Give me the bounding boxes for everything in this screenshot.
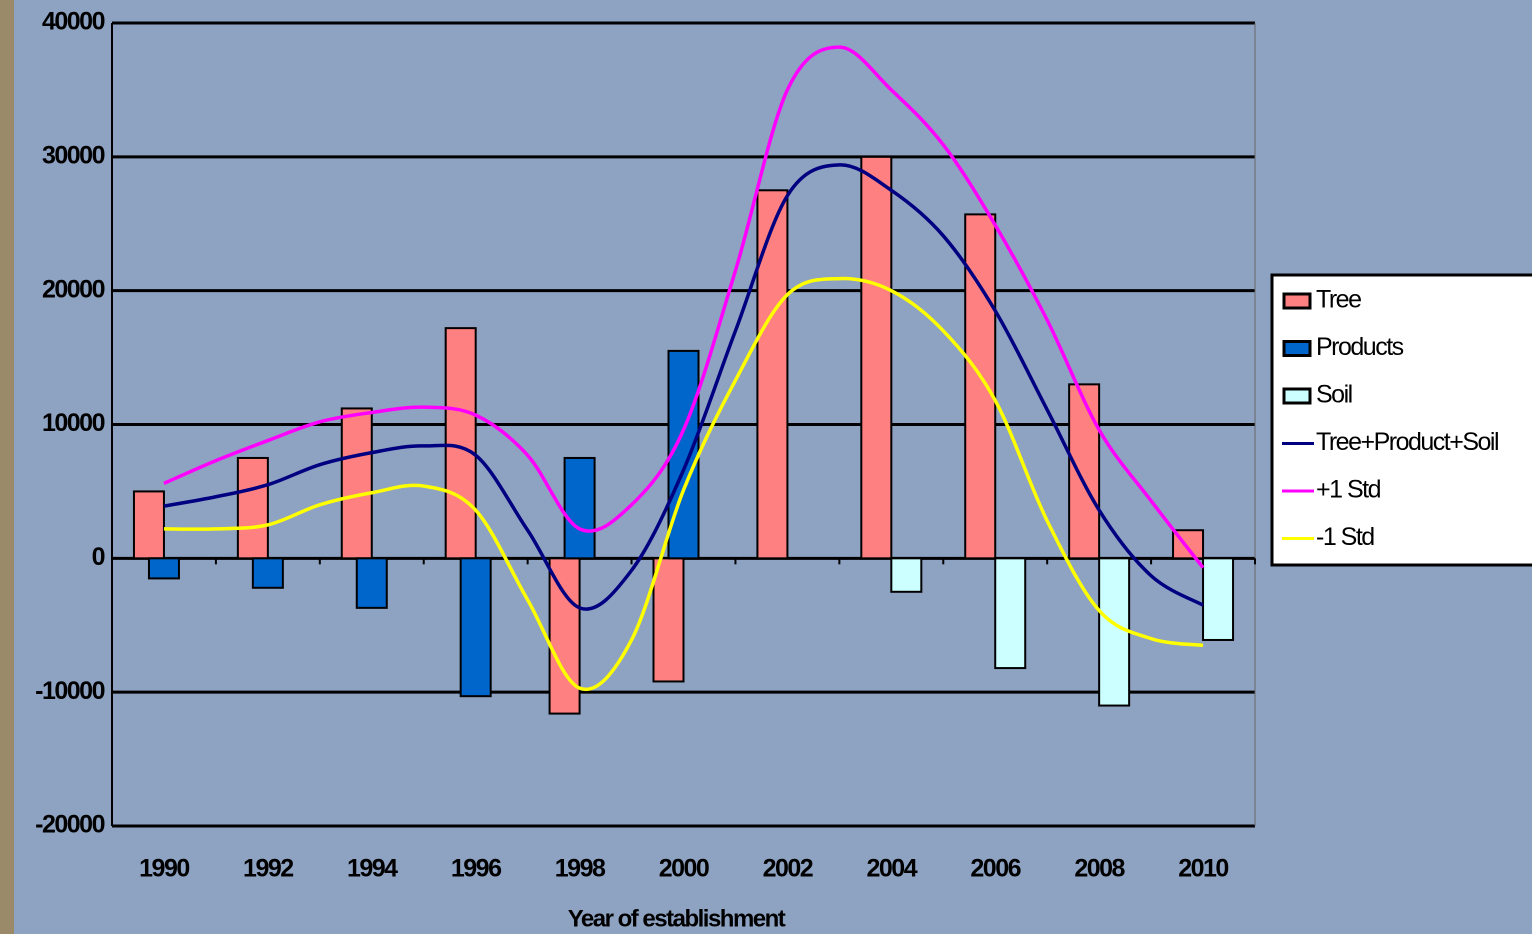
bar — [149, 558, 179, 578]
background-strip — [0, 0, 14, 934]
x-tick-label: 1996 — [451, 855, 501, 883]
bar — [446, 328, 476, 558]
y-tick-label: 20000 — [42, 275, 105, 303]
bar — [134, 491, 164, 558]
bar — [1099, 558, 1129, 705]
x-tick-label: 1998 — [555, 855, 606, 883]
x-tick-label: 1994 — [347, 855, 398, 883]
bar — [461, 558, 491, 696]
bar — [357, 558, 387, 608]
y-tick-label: -10000 — [35, 677, 104, 705]
bar — [550, 558, 580, 713]
legend-label: Tree+Product+Soil — [1316, 428, 1498, 456]
legend-swatch — [1284, 342, 1310, 356]
x-tick-label: 2006 — [970, 855, 1020, 883]
bar — [891, 558, 921, 591]
y-tick-label: 0 — [92, 543, 105, 571]
x-tick-label: 2004 — [867, 855, 918, 883]
y-tick-label: 30000 — [42, 141, 105, 169]
y-tick-label: -20000 — [35, 811, 104, 839]
bar — [861, 157, 891, 559]
bar — [1069, 384, 1099, 558]
bar — [253, 558, 283, 587]
y-tick-label: 40000 — [42, 8, 105, 36]
bar — [965, 214, 995, 558]
x-tick-label: 2000 — [659, 855, 709, 883]
bar — [342, 408, 372, 558]
y-tick-label: 10000 — [42, 409, 105, 437]
bar — [1203, 558, 1233, 640]
legend-swatch — [1284, 294, 1310, 308]
bar — [565, 458, 595, 558]
bar — [757, 190, 787, 558]
legend-label: Soil — [1316, 381, 1352, 409]
legend-box — [1272, 275, 1532, 565]
x-tick-label: 1990 — [139, 855, 189, 883]
x-tick-label: 2002 — [763, 855, 813, 883]
legend-label: Tree — [1316, 286, 1361, 314]
legend-label: -1 Std — [1316, 523, 1374, 551]
x-tick-label: 1992 — [243, 855, 293, 883]
legend-swatch — [1284, 389, 1310, 403]
bar — [995, 558, 1025, 668]
x-tick-label: 2008 — [1074, 855, 1125, 883]
chart: Year of establishment -20000 -10000 0 10000… — [0, 0, 1532, 934]
x-axis-title: Year of establishment — [568, 905, 786, 932]
bar — [238, 458, 268, 558]
x-tick-label: 2010 — [1178, 855, 1228, 883]
page: {"chart_data": {"type": "bar_line", "x_l… — [0, 0, 1532, 934]
legend-label: +1 Std — [1316, 476, 1381, 504]
legend-label: Products — [1316, 333, 1404, 361]
bar — [654, 558, 684, 681]
